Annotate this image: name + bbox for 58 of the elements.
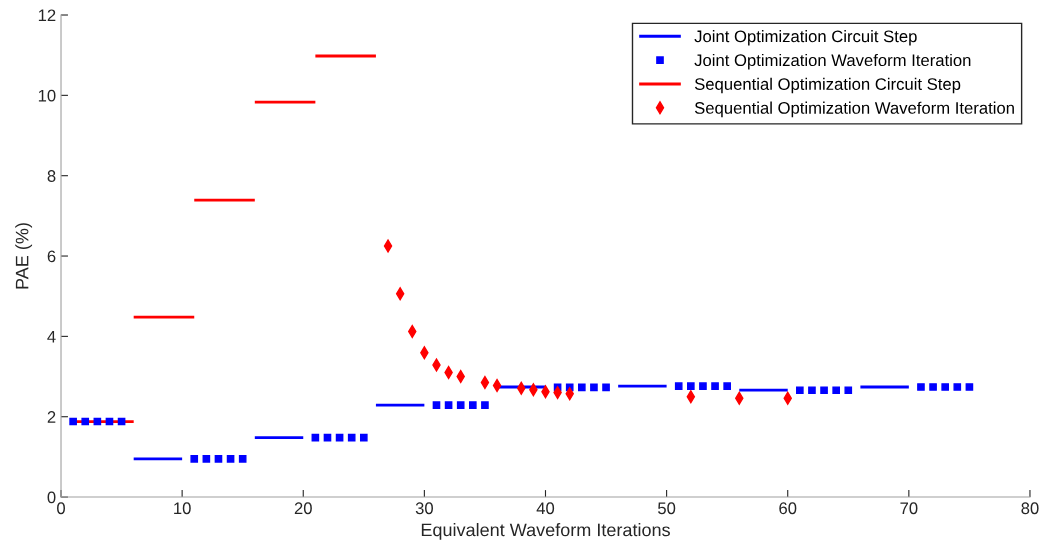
point xyxy=(941,383,949,391)
point xyxy=(602,383,610,392)
point xyxy=(699,382,707,391)
point xyxy=(832,386,840,395)
point xyxy=(687,382,695,391)
point xyxy=(844,386,853,395)
point xyxy=(202,455,211,463)
x-tick-label: 0 xyxy=(57,502,65,515)
x-tick-label: 40 xyxy=(536,502,555,515)
x-tick-label: 10 xyxy=(174,502,191,515)
point xyxy=(238,455,247,463)
point xyxy=(578,383,586,392)
point xyxy=(723,382,731,391)
point xyxy=(359,433,368,442)
point xyxy=(456,401,465,409)
point xyxy=(492,378,502,392)
x-tick-label: 50 xyxy=(658,502,676,515)
legend-label: Joint Optimization Waveform Iteration xyxy=(694,53,971,70)
point xyxy=(468,401,477,409)
point xyxy=(190,455,199,463)
y-tick-label: 10 xyxy=(38,89,56,102)
y-axis-title: PAE (%) xyxy=(15,223,33,289)
point xyxy=(953,383,962,391)
x-tick-label: 60 xyxy=(779,502,797,515)
point xyxy=(383,239,393,253)
x-tick-label: 20 xyxy=(294,502,312,515)
y-tick-label: 2 xyxy=(47,411,56,423)
x-tick-label: 70 xyxy=(900,502,918,515)
point xyxy=(917,383,925,391)
legend-label: Sequential Optimization Waveform Iteration xyxy=(694,101,1014,118)
point xyxy=(481,401,489,409)
point xyxy=(590,383,598,392)
y-tick-label: 6 xyxy=(47,250,56,263)
point xyxy=(395,287,405,301)
y-tick-label: 12 xyxy=(38,9,56,22)
y-tick-label: 8 xyxy=(47,170,56,182)
y-tick-label: 4 xyxy=(47,330,56,343)
point xyxy=(711,382,719,391)
x-axis-title: Equivalent Waveform Iterations xyxy=(421,523,670,540)
point xyxy=(820,386,828,395)
point xyxy=(796,386,804,395)
legend-label: Sequential Optimization Circuit Step xyxy=(694,77,961,94)
point xyxy=(929,383,937,391)
point xyxy=(214,455,223,463)
point xyxy=(432,401,441,409)
y-tick-label: 0 xyxy=(47,491,56,504)
point xyxy=(81,417,90,426)
x-tick-label: 80 xyxy=(1021,502,1039,515)
point xyxy=(444,401,453,409)
point xyxy=(686,390,696,404)
point xyxy=(69,417,77,426)
point xyxy=(808,386,816,395)
point xyxy=(674,382,683,391)
point xyxy=(226,455,235,463)
x-tick-label: 30 xyxy=(415,502,433,515)
point xyxy=(965,383,974,391)
legend-label: Joint Optimization Circuit Step xyxy=(694,30,917,46)
point xyxy=(347,433,356,442)
